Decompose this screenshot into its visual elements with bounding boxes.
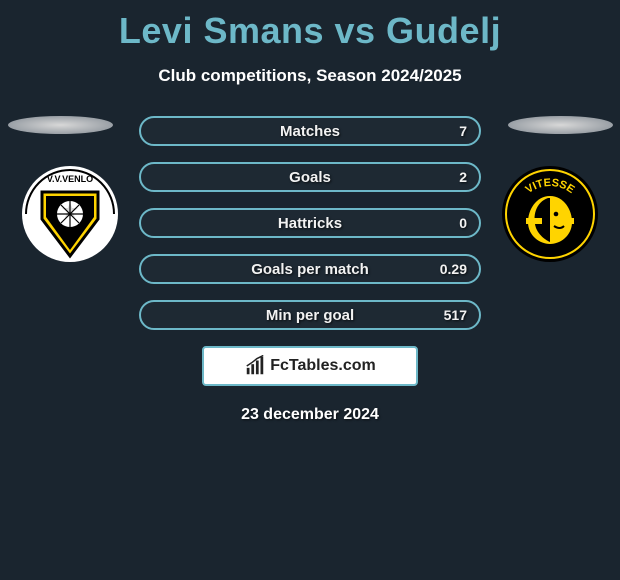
- stat-right-value: 7: [459, 123, 467, 139]
- subtitle: Club competitions, Season 2024/2025: [0, 66, 620, 86]
- vitesse-icon: VITESSE: [500, 164, 600, 264]
- badge-left-text: V.V.VENLO: [47, 174, 93, 184]
- stat-label: Hattricks: [278, 215, 342, 232]
- stat-row-goals: Goals 2: [139, 162, 481, 192]
- brand-box[interactable]: FcTables.com: [202, 346, 418, 386]
- club-badge-left: V.V.VENLO: [20, 164, 120, 264]
- stat-label: Matches: [280, 123, 340, 140]
- halo-right: [508, 116, 613, 134]
- stat-row-matches: Matches 7: [139, 116, 481, 146]
- comparison-content: V.V.VENLO VITESSE: [0, 116, 620, 424]
- stat-right-value: 2: [459, 169, 467, 185]
- stat-label: Goals per match: [251, 261, 369, 278]
- stat-row-min-per-goal: Min per goal 517: [139, 300, 481, 330]
- stat-right-value: 0.29: [440, 261, 467, 277]
- stats-table: Matches 7 Goals 2 Hattricks 0 Goals per …: [139, 116, 481, 330]
- stat-right-value: 0: [459, 215, 467, 231]
- date-text: 23 december 2024: [0, 406, 620, 424]
- stat-label: Min per goal: [266, 307, 354, 324]
- page-title: Levi Smans vs Gudelj: [0, 0, 620, 52]
- stat-row-goals-per-match: Goals per match 0.29: [139, 254, 481, 284]
- halo-left: [8, 116, 113, 134]
- chart-icon: [244, 355, 266, 377]
- club-badge-right: VITESSE: [500, 164, 600, 264]
- stat-row-hattricks: Hattricks 0: [139, 208, 481, 238]
- stat-label: Goals: [289, 169, 331, 186]
- stat-right-value: 517: [444, 307, 467, 323]
- brand-text: FcTables.com: [270, 357, 376, 375]
- vvv-venlo-icon: V.V.VENLO: [20, 164, 120, 264]
